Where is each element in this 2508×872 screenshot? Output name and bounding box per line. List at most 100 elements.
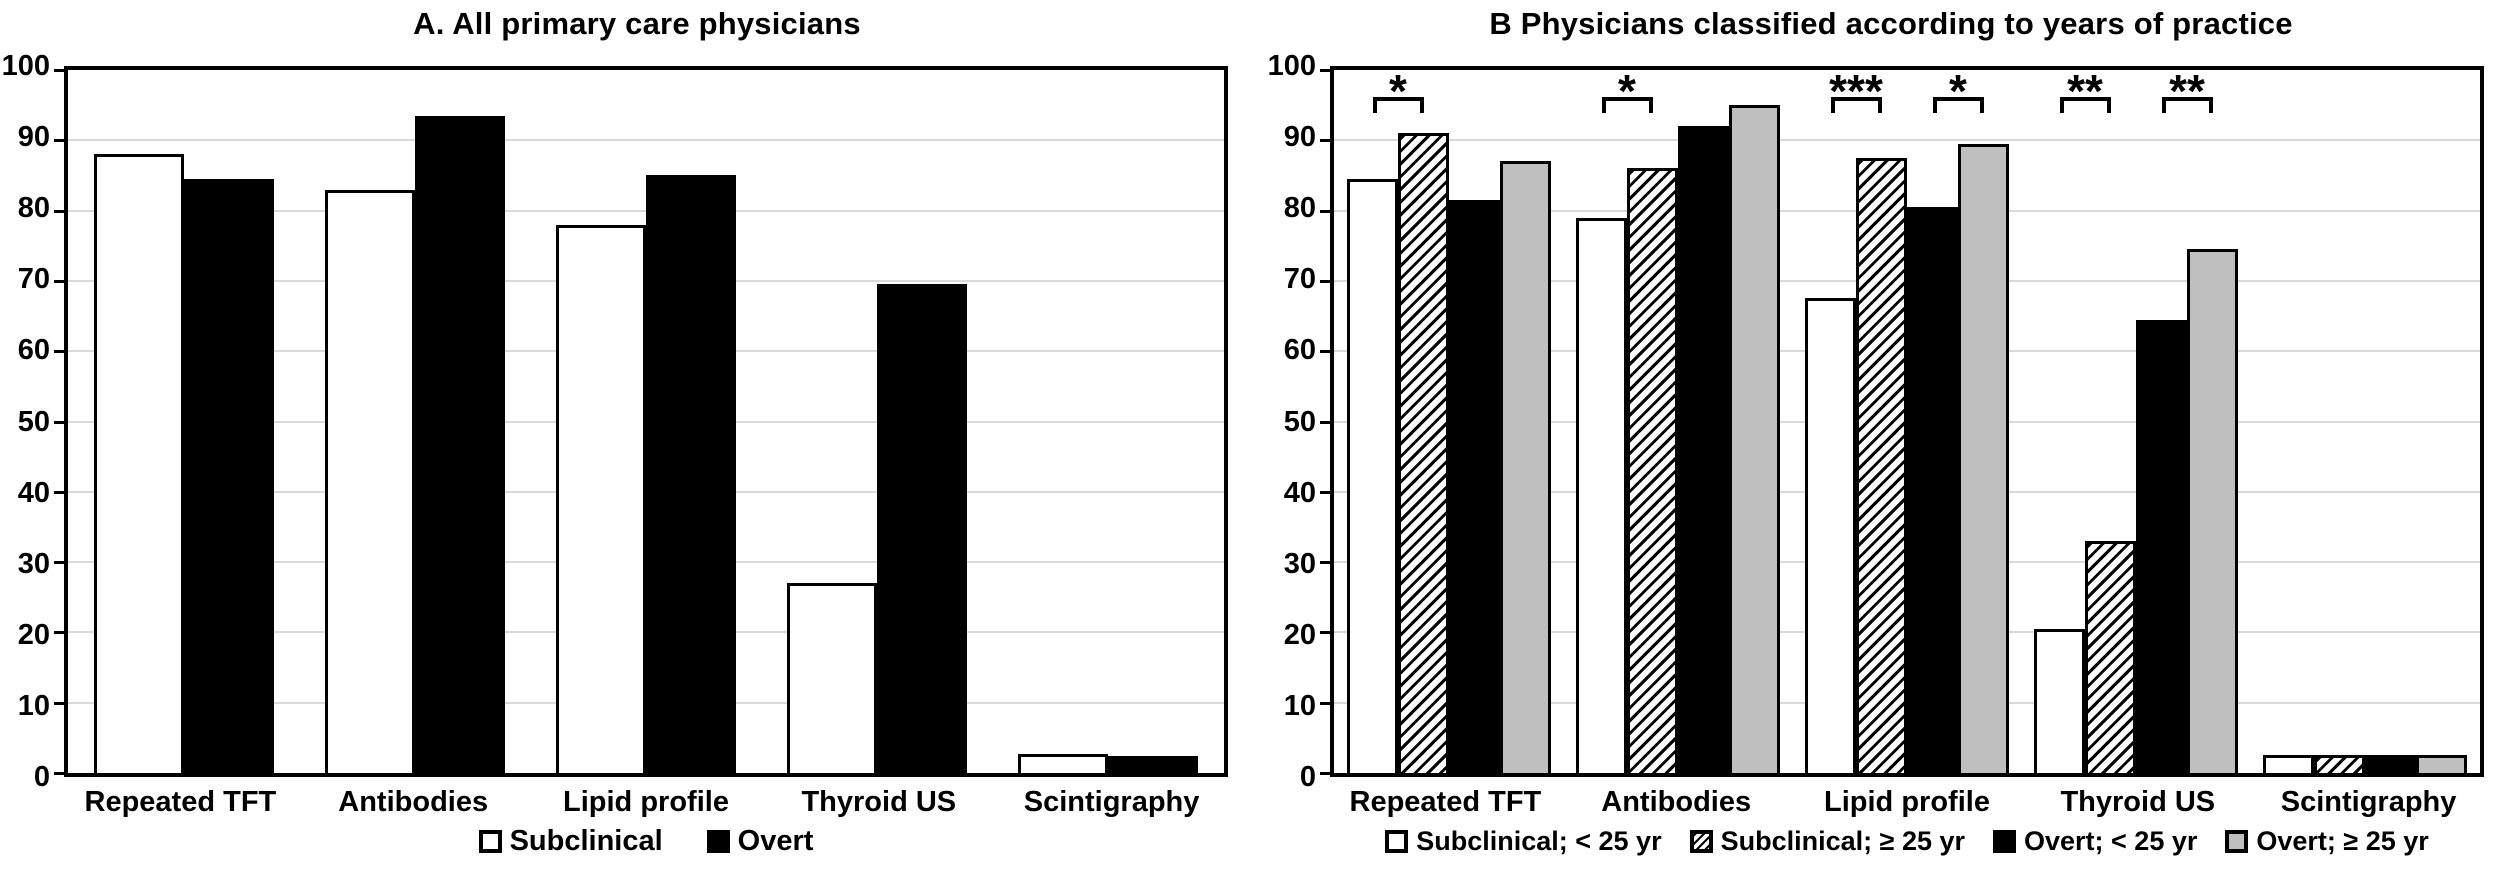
y-tick-label: 100 — [1267, 50, 1316, 82]
bar-white — [2263, 755, 2315, 773]
y-tick-label: 70 — [1283, 263, 1316, 296]
bar-group — [2251, 70, 2480, 773]
y-tick-label: 100 — [1, 50, 50, 82]
significance-bracket: ** — [2161, 68, 2213, 114]
y-tick-label: 40 — [17, 476, 50, 509]
x-category-label: Antibodies — [338, 786, 489, 818]
y-axis-tick — [1320, 420, 1330, 424]
bar-white — [1346, 178, 1398, 773]
y-axis-tick — [1320, 772, 1330, 775]
legend-marker-white — [1385, 829, 1409, 853]
y-axis-tick — [1320, 561, 1330, 565]
y-axis-tick — [54, 279, 64, 283]
bar-black — [2365, 755, 2417, 773]
legend-item: Subclinical — [478, 826, 663, 856]
y-axis-tick — [1320, 279, 1330, 283]
legend-label: Overt; < 25 yr — [2024, 826, 2198, 856]
panel-b-title: B Physicians classified according to yea… — [1489, 6, 2293, 41]
panel-b-y-axis: 0 10 20 30 40 50 60 70 80 90 100 — [1254, 51, 1316, 792]
significance-stars: * — [1949, 65, 1967, 117]
bar-white — [1575, 217, 1627, 773]
legend-marker-black — [706, 829, 730, 853]
y-axis-tick — [54, 420, 64, 424]
y-axis-tick — [54, 561, 64, 565]
significance-stars: *** — [1829, 65, 1883, 117]
x-category-label: Lipid profile — [563, 786, 729, 818]
bar-white — [1018, 754, 1109, 773]
legend-marker-hatch — [1689, 829, 1713, 853]
x-category-label: Scintigraphy — [1023, 786, 1200, 818]
y-axis-tick — [1320, 139, 1330, 143]
panel-b-plot-area: * * *** * ** ** — [1320, 66, 2484, 777]
x-category-label: Antibodies — [1601, 786, 1752, 818]
bar-gray — [2187, 249, 2239, 773]
y-axis-tick — [1320, 69, 1330, 72]
y-tick-label: 30 — [1283, 547, 1316, 580]
bar-white — [324, 189, 415, 773]
panel-a-title: A. All primary care physicians — [413, 6, 861, 41]
bar-group — [993, 70, 1224, 773]
x-category-label: Thyroid US — [801, 786, 957, 818]
significance-bracket: * — [1601, 68, 1653, 114]
gridline — [68, 139, 1224, 142]
bar-group — [762, 70, 993, 773]
y-axis-tick — [54, 139, 64, 143]
significance-stars: * — [1618, 65, 1636, 117]
panel-a-plot-area — [54, 66, 1228, 777]
bar-gray — [1499, 161, 1551, 773]
bar-hatch — [1856, 157, 1907, 773]
y-axis-tick — [54, 631, 64, 635]
y-tick-label: 80 — [17, 192, 50, 225]
bar-black — [414, 115, 505, 773]
bar-hatch — [2085, 541, 2137, 773]
gridline — [1334, 139, 2480, 142]
significance-bracket: *** — [1829, 68, 1883, 114]
panel-a-legend: Subclinical Overt — [64, 826, 1228, 856]
bar-black — [1108, 756, 1199, 773]
y-tick-label: 20 — [1283, 618, 1316, 651]
bar-white — [556, 224, 646, 773]
bar-hatch — [1397, 133, 1449, 773]
significance-bracket: * — [1932, 68, 1984, 114]
y-tick-label: 50 — [17, 405, 50, 438]
x-category-label: Repeated TFT — [84, 786, 277, 818]
bar-black — [183, 178, 274, 773]
legend-item: Overt; ≥ 25 yr — [2225, 826, 2429, 856]
legend-item: Overt — [706, 825, 814, 857]
y-axis-tick — [54, 772, 64, 775]
legend-label: Overt — [737, 825, 814, 857]
y-tick-label: 0 — [1299, 761, 1316, 793]
y-tick-label: 60 — [1283, 334, 1316, 367]
y-axis-tick — [1320, 209, 1330, 213]
x-category-label: Repeated TFT — [1349, 786, 1542, 818]
y-axis-tick — [54, 490, 64, 494]
legend-marker-black — [1993, 829, 2017, 853]
y-tick-label: 30 — [17, 547, 50, 580]
significance-stars: ** — [2067, 65, 2103, 117]
legend-label: Overt; ≥ 25 yr — [2256, 826, 2429, 856]
bar-black — [1448, 200, 1500, 773]
y-axis-tick — [54, 209, 64, 213]
y-tick-label: 10 — [1283, 689, 1316, 722]
panel-a-y-axis: 0 10 20 30 40 50 60 70 80 90 100 — [0, 51, 50, 792]
y-tick-label: 90 — [1283, 121, 1316, 154]
significance-bracket: * — [1372, 68, 1424, 114]
legend-label: Subclinical; < 25 yr — [1416, 826, 1662, 856]
bar-gray — [1958, 143, 2009, 773]
panel-b-x-axis-labels: Repeated TFT Antibodies Lipid profile Thyro… — [1330, 787, 2484, 817]
y-axis-tick — [54, 701, 64, 705]
bar-black — [1677, 126, 1729, 773]
panel-b-legend: Subclinical; < 25 yr Subclinical; ≥ 25 yr… — [1330, 826, 2484, 856]
significance-bracket: ** — [2059, 68, 2111, 114]
panel-a-x-axis-labels: Repeated TFT Antibodies Lipid profile Thyro… — [64, 787, 1228, 817]
y-axis-tick — [1320, 631, 1330, 635]
x-category-label: Thyroid US — [2060, 786, 2216, 818]
panel-a: A. All primary care physicians 0 10 20 30 40… — [0, 6, 1228, 856]
legend-label: Subclinical; ≥ 25 yr — [1720, 826, 1966, 856]
bar-group — [68, 70, 299, 773]
y-tick-label: 20 — [17, 618, 50, 651]
bar-white — [787, 583, 878, 773]
bar-hatch — [1626, 168, 1678, 773]
bar-hatch — [2314, 755, 2366, 773]
bar-group — [1334, 70, 1563, 773]
